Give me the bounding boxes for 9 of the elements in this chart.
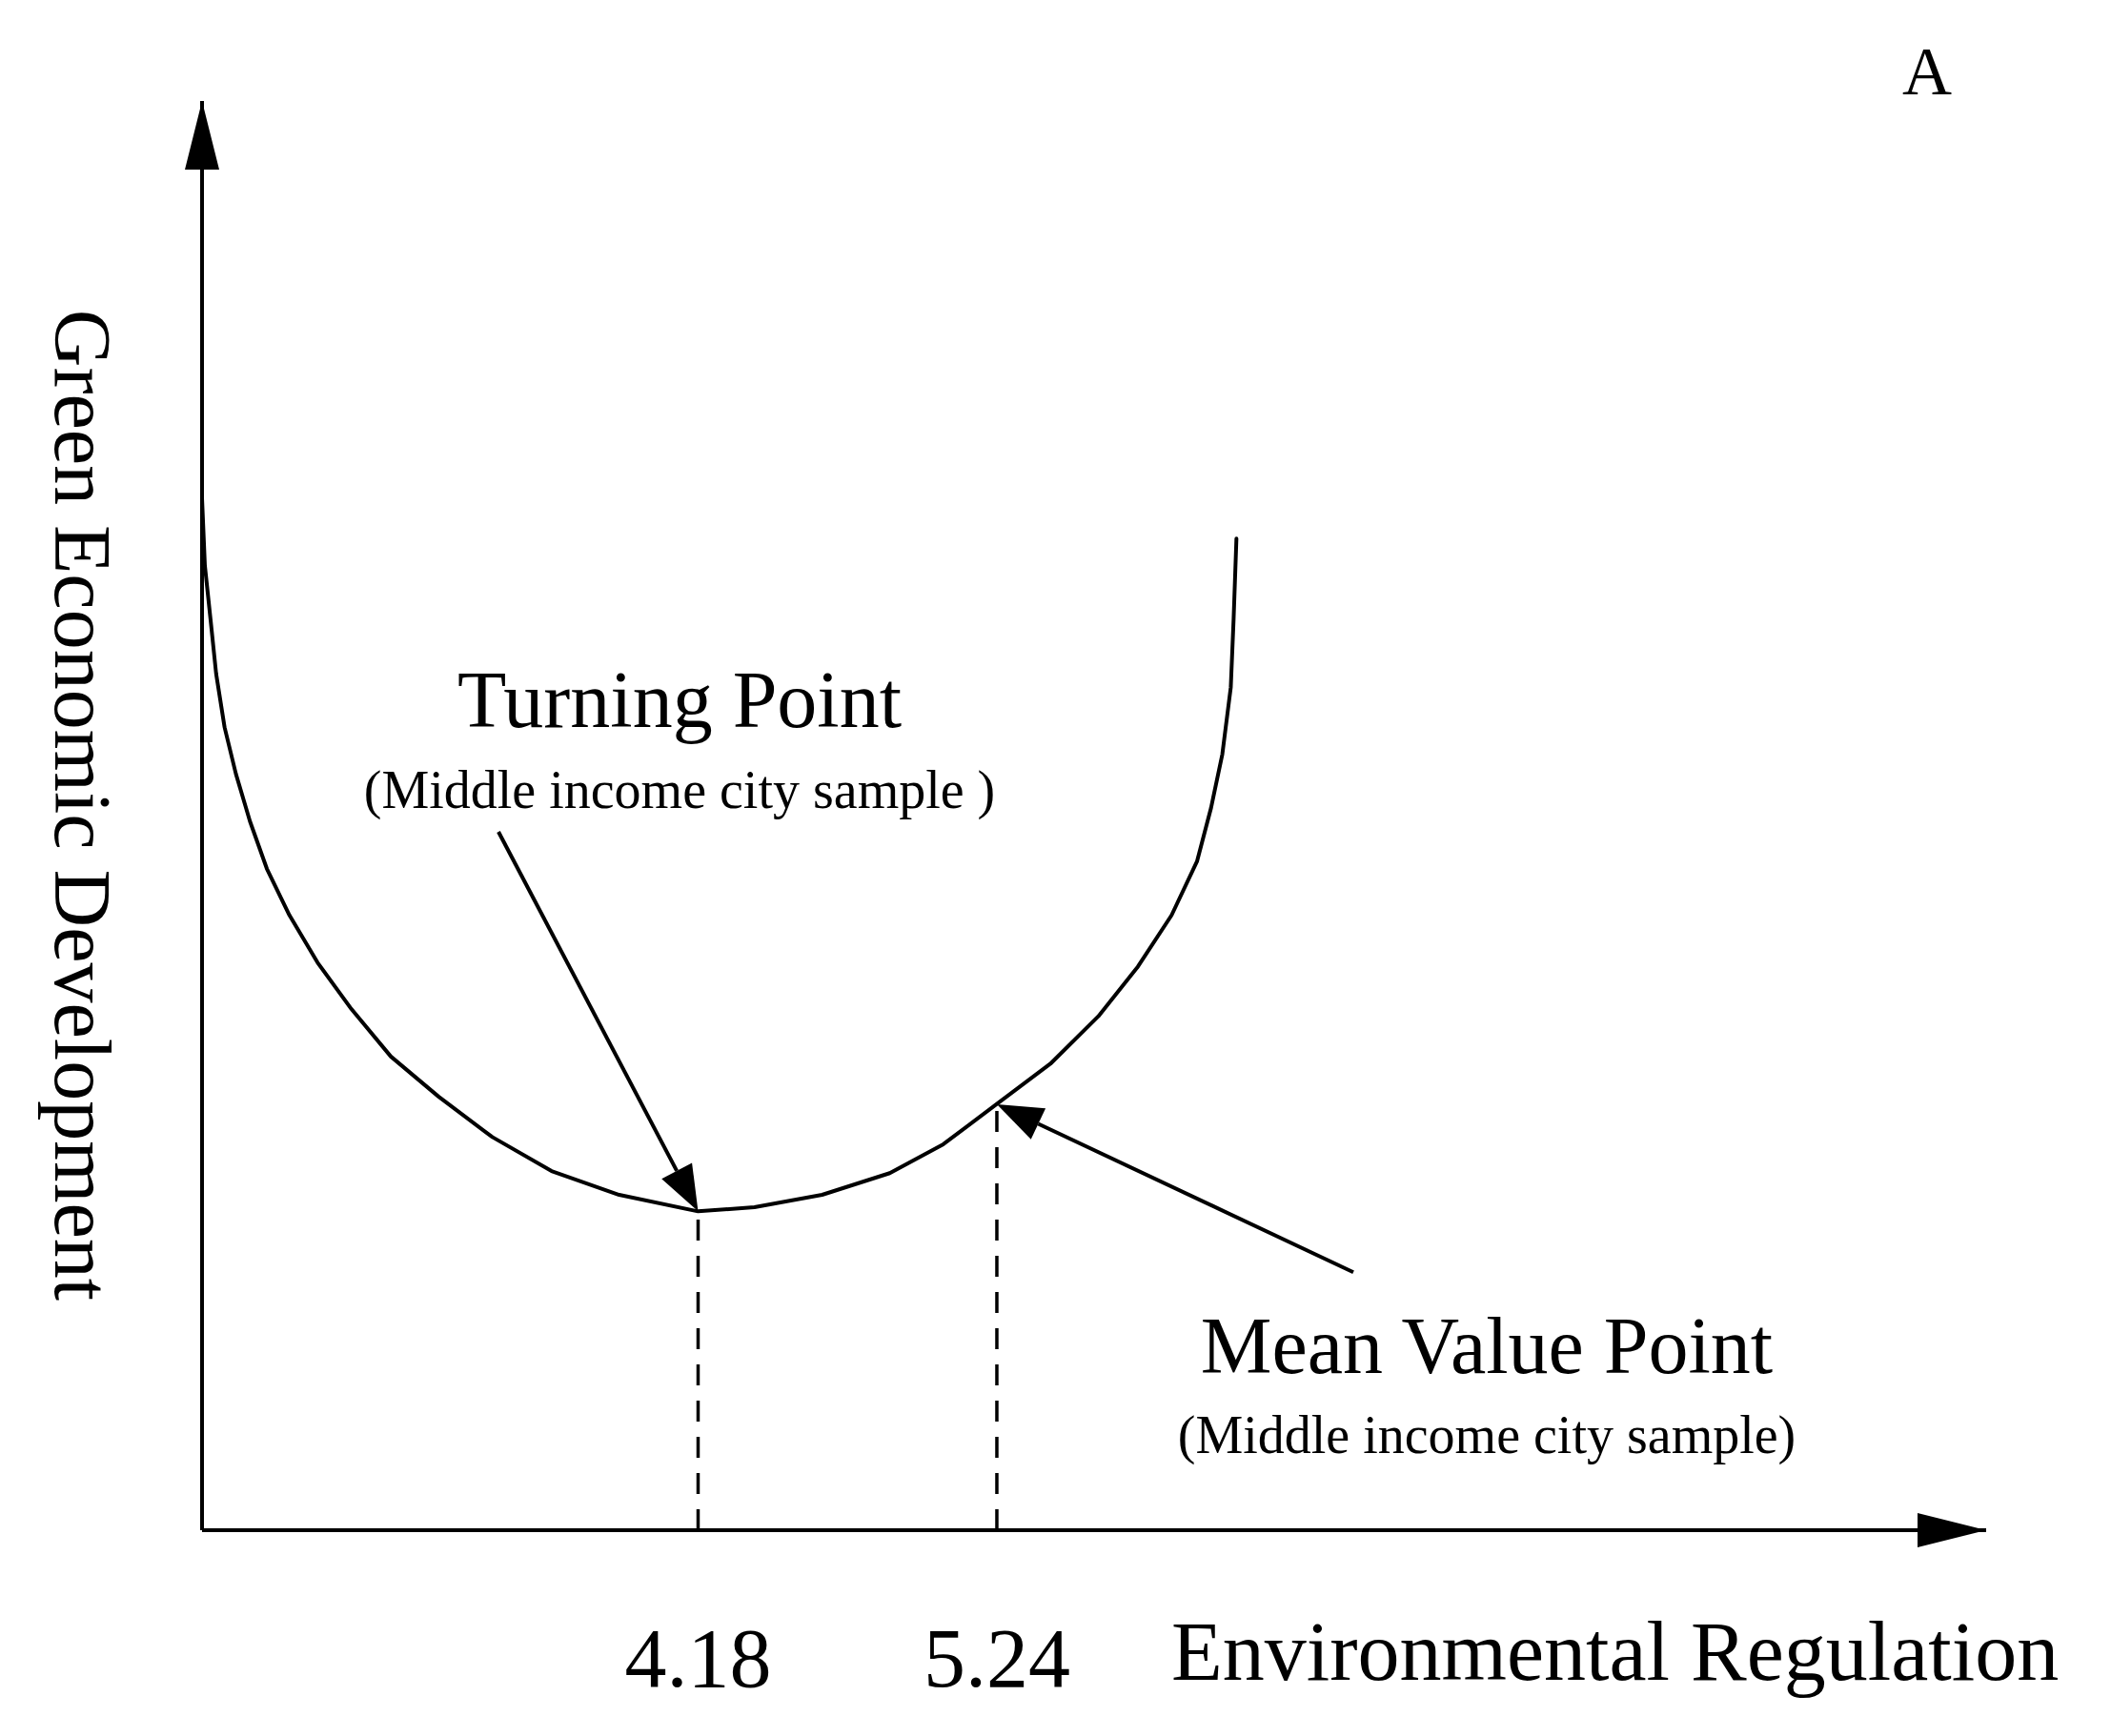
annotation: Mean Value Point: [1200, 1302, 1774, 1390]
x-tick-label: 5.24: [923, 1611, 1070, 1705]
x-tick-label: 4.18: [624, 1611, 772, 1705]
annotation: (Middle income city sample): [1177, 1405, 1796, 1465]
x-axis-title: Environmental Regulation: [1171, 1605, 2060, 1699]
text: A: [1902, 33, 1952, 110]
annotation: Turning Point: [457, 656, 903, 744]
annotation: (Middle income city sample ): [363, 760, 996, 820]
y-axis-title: Green Economic Development: [37, 309, 127, 1302]
